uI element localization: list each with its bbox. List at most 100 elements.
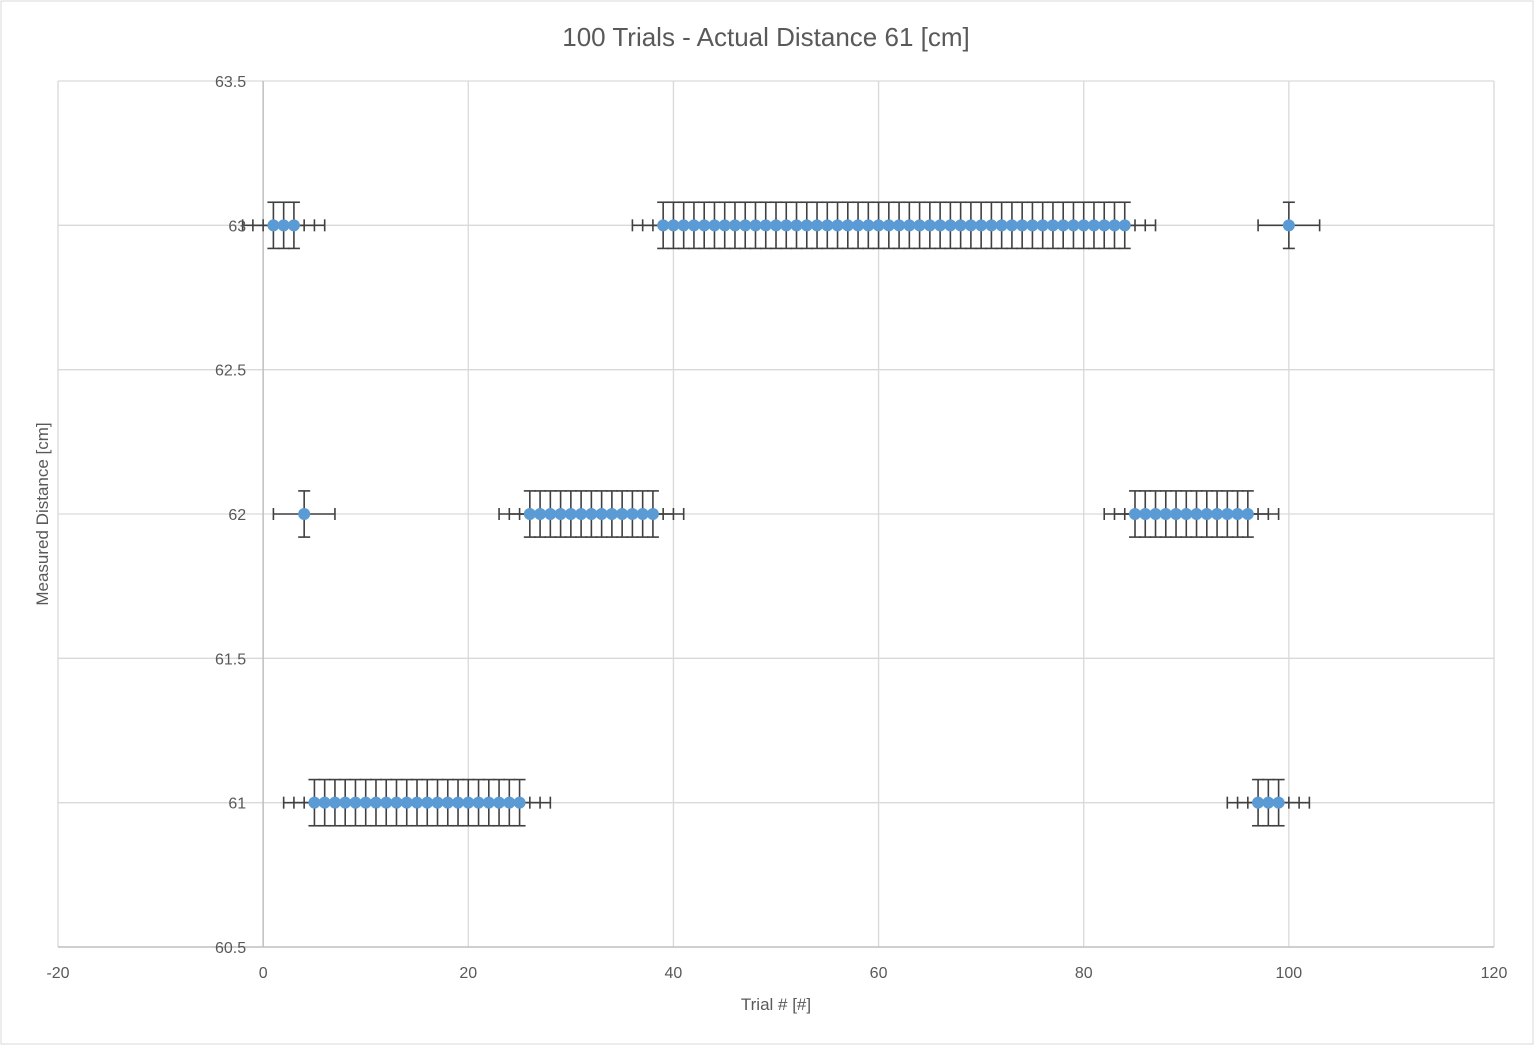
data-point: [739, 219, 752, 232]
data-point: [1046, 219, 1059, 232]
y-tick-label: 63: [228, 218, 246, 235]
data-point: [287, 219, 300, 232]
data-point: [759, 219, 772, 232]
data-point: [923, 219, 936, 232]
data-point: [390, 796, 403, 809]
data-point: [718, 219, 731, 232]
y-tick-label: 62: [228, 507, 246, 524]
y-tick-label: 63.5: [215, 74, 246, 91]
data-point: [1252, 796, 1265, 809]
data-point: [1159, 508, 1172, 520]
data-point: [780, 219, 793, 232]
data-point: [657, 219, 670, 232]
x-tick-label: 100: [1276, 965, 1303, 982]
data-point: [1282, 219, 1295, 232]
data-point: [852, 219, 865, 232]
data-point: [882, 219, 895, 232]
data-point: [667, 219, 680, 232]
data-point: [1036, 219, 1049, 232]
y-tick-label: 61: [228, 796, 246, 813]
y-tick-label: 61.5: [215, 651, 246, 668]
data-point: [277, 219, 290, 232]
data-point: [749, 219, 762, 232]
data-point: [626, 508, 639, 520]
data-point: [985, 219, 998, 232]
data-point: [411, 796, 423, 809]
data-point: [841, 219, 854, 232]
data-point: [328, 796, 341, 809]
data-point: [421, 796, 434, 809]
data-point: [452, 796, 465, 809]
data-point: [1221, 508, 1234, 520]
data-point: [975, 219, 988, 232]
data-point: [1067, 219, 1080, 232]
data-point: [349, 796, 362, 809]
data-point: [1262, 796, 1275, 809]
data-point: [944, 219, 957, 232]
data-point: [318, 796, 331, 809]
data-point: [1139, 508, 1152, 520]
data-point: [462, 796, 475, 809]
data-point: [646, 508, 659, 520]
data-point: [1272, 796, 1285, 809]
data-point: [1026, 219, 1039, 232]
data-point: [605, 508, 618, 520]
y-tick-label: 60.5: [215, 940, 246, 957]
data-point: [575, 508, 588, 520]
x-tick-label: 120: [1481, 965, 1508, 982]
data-point: [616, 508, 629, 520]
data-point: [800, 219, 813, 232]
data-point: [359, 796, 372, 809]
chart-title: 100 Trials - Actual Distance 61 [cm]: [562, 22, 970, 52]
data-point: [913, 219, 926, 232]
data-point: [1231, 508, 1244, 520]
data-point: [934, 219, 947, 232]
data-point: [534, 508, 547, 520]
data-point: [964, 219, 977, 232]
data-point: [770, 219, 782, 232]
data-point: [1180, 508, 1193, 520]
x-tick-label: 20: [459, 965, 477, 982]
data-point: [1149, 508, 1162, 520]
data-point: [1005, 219, 1018, 232]
data-point: [903, 219, 916, 232]
data-point: [267, 219, 280, 232]
data-point: [1241, 508, 1254, 520]
data-point: [1057, 219, 1070, 232]
data-point: [708, 219, 721, 232]
data-point: [1118, 219, 1131, 232]
data-point: [298, 508, 311, 520]
data-point: [308, 796, 321, 809]
data-point: [595, 508, 608, 520]
data-markers: [267, 219, 1295, 809]
data-point: [872, 219, 885, 232]
data-point: [728, 219, 741, 232]
x-tick-label: 0: [259, 965, 268, 982]
x-tick-label: 60: [870, 965, 888, 982]
x-axis-title: Trial # [#]: [741, 995, 811, 1014]
x-tick-label: 80: [1075, 965, 1093, 982]
data-point: [523, 508, 536, 520]
tick-labels: -20 0 20 40 60 80 100 120 60.5 61 61.5 62 62.5 63 63.5: [46, 74, 1507, 982]
data-point: [893, 219, 906, 232]
data-point: [472, 796, 485, 809]
data-point: [564, 508, 577, 520]
data-point: [831, 219, 844, 232]
data-point: [677, 219, 690, 232]
data-point: [400, 796, 413, 809]
data-point: [380, 796, 393, 809]
data-point: [995, 219, 1008, 232]
data-point: [1087, 219, 1100, 232]
data-point: [441, 796, 454, 809]
data-point: [431, 796, 444, 809]
data-point: [790, 219, 803, 232]
data-point: [544, 508, 557, 520]
x-tick-label: 40: [665, 965, 683, 982]
data-point: [1170, 508, 1183, 520]
data-point: [698, 219, 711, 232]
data-point: [1211, 508, 1224, 520]
data-point: [1200, 508, 1213, 520]
